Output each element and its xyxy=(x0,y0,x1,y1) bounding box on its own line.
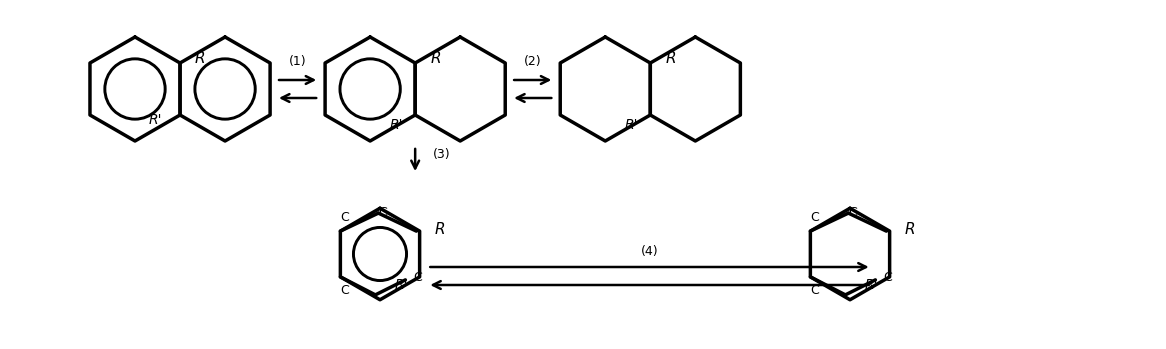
Text: R: R xyxy=(430,51,441,66)
Text: R: R xyxy=(905,222,915,237)
Text: C: C xyxy=(340,210,349,224)
Text: R': R' xyxy=(389,118,403,132)
Text: R': R' xyxy=(148,113,162,127)
Text: R': R' xyxy=(394,278,408,292)
Text: C: C xyxy=(810,210,819,224)
Text: C: C xyxy=(413,272,422,284)
Text: C: C xyxy=(810,284,819,297)
Text: R: R xyxy=(195,51,205,66)
Text: R': R' xyxy=(625,118,638,132)
Text: (3): (3) xyxy=(433,149,451,162)
Text: C: C xyxy=(378,206,387,218)
Text: R: R xyxy=(435,222,445,237)
Text: R': R' xyxy=(864,278,878,292)
Text: C: C xyxy=(340,284,349,297)
Text: R: R xyxy=(666,51,676,66)
Text: (1): (1) xyxy=(289,55,307,68)
Text: C: C xyxy=(848,206,857,218)
Text: (2): (2) xyxy=(524,55,541,68)
Text: (4): (4) xyxy=(640,245,659,258)
Text: C: C xyxy=(883,272,892,284)
